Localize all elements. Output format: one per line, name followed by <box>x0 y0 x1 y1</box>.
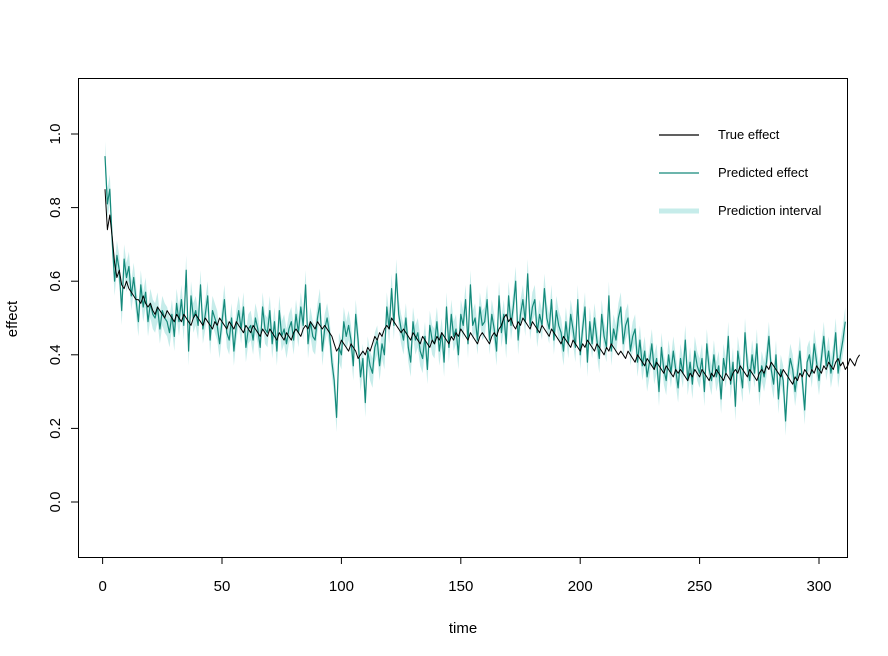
legend-item: True effect <box>659 127 780 142</box>
legend: True effect Predicted effect Prediction in… <box>659 127 821 218</box>
series-layer <box>104 156 861 422</box>
x-tick-label: 150 <box>448 578 473 595</box>
legend-label: Prediction interval <box>718 203 821 218</box>
y-axis-label: effect <box>4 300 21 337</box>
x-tick-label: 100 <box>329 578 354 595</box>
y-tick-label: 1.0 <box>47 124 64 145</box>
predicted-effect-line <box>104 156 846 422</box>
y-tick-label: 0.8 <box>47 197 64 218</box>
y-tick-label: 0.4 <box>47 344 64 365</box>
x-axis: 0 50 100 150 200 250 300 <box>98 557 832 595</box>
legend-item: Predicted effect <box>659 165 808 180</box>
x-axis-label: time <box>449 620 477 637</box>
y-tick-label: 0.6 <box>47 271 64 292</box>
x-tick-label: 250 <box>687 578 712 595</box>
y-tick-label: 0.2 <box>47 418 64 439</box>
x-tick-label: 200 <box>568 578 593 595</box>
x-tick-label: 300 <box>806 578 831 595</box>
legend-label: Predicted effect <box>718 165 808 180</box>
y-tick-label: 0.0 <box>47 492 64 513</box>
x-tick-label: 50 <box>214 578 231 595</box>
y-axis: 0.0 0.2 0.4 0.6 0.8 1.0 <box>47 124 79 513</box>
x-tick-label: 0 <box>98 578 106 595</box>
legend-label: True effect <box>718 127 780 142</box>
true-effect-line <box>104 189 861 385</box>
legend-item: Prediction interval <box>659 203 821 218</box>
